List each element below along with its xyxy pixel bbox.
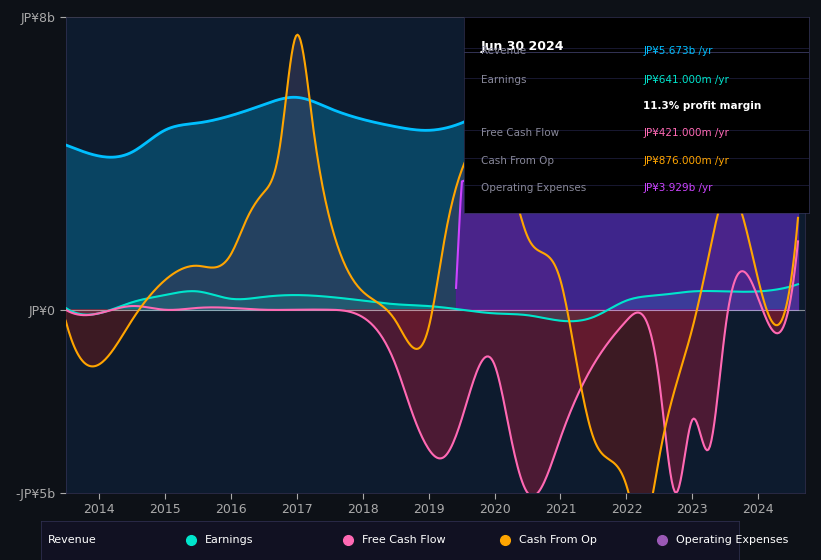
Text: Operating Expenses: Operating Expenses [481, 183, 586, 193]
Text: JP¥3.929b /yr: JP¥3.929b /yr [643, 183, 713, 193]
Text: 11.3% profit margin: 11.3% profit margin [643, 101, 761, 111]
Text: JP¥5.673b /yr: JP¥5.673b /yr [643, 46, 713, 56]
Text: Operating Expenses: Operating Expenses [677, 535, 788, 545]
Text: Free Cash Flow: Free Cash Flow [362, 535, 446, 545]
Text: Revenue: Revenue [481, 46, 526, 56]
Text: JP¥641.000m /yr: JP¥641.000m /yr [643, 76, 729, 86]
Text: JP¥876.000m /yr: JP¥876.000m /yr [643, 156, 729, 166]
Text: Cash From Op: Cash From Op [519, 535, 597, 545]
Text: Free Cash Flow: Free Cash Flow [481, 128, 559, 138]
Text: Earnings: Earnings [205, 535, 254, 545]
Text: Jun 30 2024: Jun 30 2024 [481, 40, 565, 53]
Text: Revenue: Revenue [48, 535, 97, 545]
Text: JP¥421.000m /yr: JP¥421.000m /yr [643, 128, 729, 138]
Text: Cash From Op: Cash From Op [481, 156, 554, 166]
Text: Earnings: Earnings [481, 76, 526, 86]
